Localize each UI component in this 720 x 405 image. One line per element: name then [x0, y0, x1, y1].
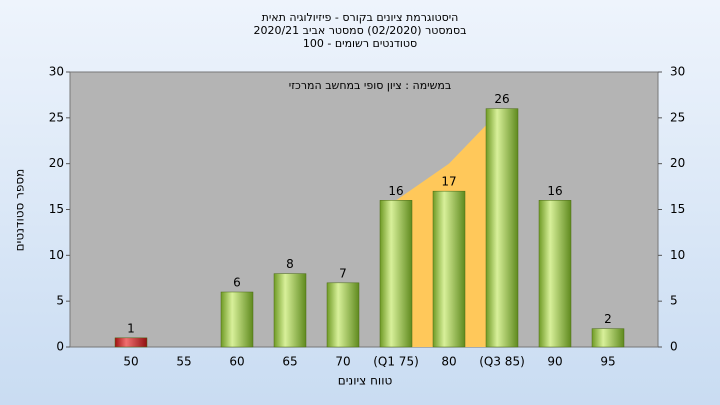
annotation: במשימה : ציון סופי במחשב המרכזי: [289, 79, 452, 92]
bar: [114, 337, 148, 348]
bar: [591, 328, 625, 348]
y-tick-label: 5: [56, 294, 64, 308]
value-label: 26: [494, 92, 509, 106]
y-tick-label: 25: [49, 110, 64, 124]
bar: [485, 108, 519, 348]
chart-title: היסטוגרמת ציונים בקורס - פיזיולוגיה תאית: [262, 11, 459, 24]
value-label: 17: [441, 175, 456, 189]
y2-tick-label: 20: [670, 156, 685, 170]
y-axis-label: מספר סטודנטים: [13, 169, 27, 252]
x-tick-label: 70: [335, 355, 350, 369]
y2-tick-label: 30: [670, 65, 685, 79]
value-label: 8: [286, 257, 294, 271]
x-tick-label: (Q1 75): [373, 355, 419, 369]
bar: [538, 200, 572, 348]
x-axis-label: טווח ציונים: [338, 374, 393, 388]
y2-tick-label: 25: [670, 110, 685, 124]
y-tick-label: 0: [56, 340, 64, 354]
value-label: 6: [233, 276, 241, 290]
x-tick-label: 80: [441, 355, 456, 369]
x-tick-label: 50: [123, 355, 138, 369]
bar: [326, 282, 360, 348]
y-tick-label: 20: [49, 156, 64, 170]
bar: [379, 200, 413, 348]
value-label: 16: [388, 184, 403, 198]
x-tick-label: (Q3 85): [479, 355, 525, 369]
x-tick-label: 90: [547, 355, 562, 369]
y2-tick-label: 5: [670, 294, 678, 308]
value-label: 16: [547, 184, 562, 198]
chart-title: בסמסטר (02/2020) סמסטר אביב 2020/21: [253, 24, 466, 37]
value-label: 1: [127, 321, 135, 335]
y2-tick-label: 0: [670, 340, 678, 354]
x-tick-label: 60: [229, 355, 244, 369]
y-tick-label: 15: [49, 202, 64, 216]
chart-title: סטודנטים רשומים - 100: [303, 37, 417, 50]
value-label: 7: [339, 266, 347, 280]
y-tick-label: 10: [49, 248, 64, 262]
y-tick-label: 30: [49, 65, 64, 79]
value-label: 2: [604, 312, 612, 326]
bar: [220, 291, 254, 348]
y2-tick-label: 15: [670, 202, 685, 216]
bar: [432, 190, 466, 348]
x-tick-label: 95: [600, 355, 615, 369]
x-tick-label: 55: [176, 355, 191, 369]
bar: [273, 273, 307, 348]
x-tick-label: 65: [282, 355, 297, 369]
y2-tick-label: 10: [670, 248, 685, 262]
